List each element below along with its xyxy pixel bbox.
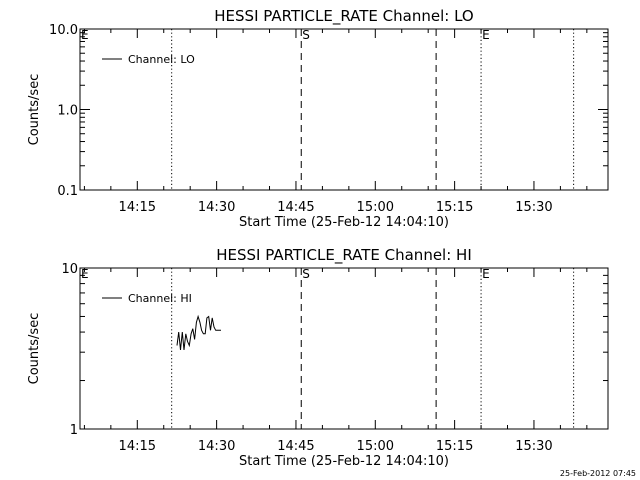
event-marker-label: E	[482, 267, 490, 281]
x-tick-label: 14:15	[119, 200, 156, 215]
event-marker-label: E	[482, 28, 490, 42]
event-marker-label: E	[81, 28, 89, 42]
y-axis-label: Counts/sec	[27, 74, 42, 146]
x-tick-label: 14:30	[198, 200, 235, 215]
x-tick-label: 15:00	[357, 439, 394, 454]
y-tick-label: 10.0	[49, 23, 78, 38]
event-marker-label: S	[302, 267, 310, 281]
x-tick-label: 15:30	[515, 439, 552, 454]
legend-label: Channel: LO	[128, 53, 195, 66]
chart-panel-1: HESSI PARTICLE_RATE Channel: LO 14:15 14:3…	[27, 7, 609, 230]
y-tick-label: 10	[61, 262, 78, 277]
chart-panel-2: HESSI PARTICLE_RATE Channel: HI 14:15 14:3…	[27, 246, 609, 469]
x-axis-label: Start Time (25-Feb-12 14:04:10)	[239, 454, 449, 469]
y-axis-label: Counts/sec	[27, 313, 42, 385]
x-tick-label: 14:45	[277, 439, 314, 454]
x-tick-label: 14:15	[119, 439, 156, 454]
x-axis-label: Start Time (25-Feb-12 14:04:10)	[239, 215, 449, 230]
y-tick-label: 1.0	[57, 104, 78, 119]
x-tick-label: 14:30	[198, 439, 235, 454]
series-line	[176, 314, 221, 350]
y-tick-label: 0.1	[57, 184, 78, 199]
x-tick-label: 15:00	[357, 200, 394, 215]
event-marker-label: E	[81, 267, 89, 281]
chart-title: HESSI PARTICLE_RATE Channel: HI	[216, 246, 472, 265]
x-tick-label: 14:45	[277, 200, 314, 215]
x-tick-label: 15:15	[436, 439, 473, 454]
generation-timestamp: 25-Feb-2012 07:45	[560, 469, 636, 478]
x-tick-label: 15:15	[436, 200, 473, 215]
chart-title: HESSI PARTICLE_RATE Channel: LO	[214, 7, 473, 26]
legend-label: Channel: HI	[128, 292, 192, 305]
event-marker-label: S	[302, 28, 310, 42]
x-tick-label: 15:30	[515, 200, 552, 215]
y-tick-label: 1	[70, 423, 78, 438]
plot-frame	[79, 267, 609, 430]
